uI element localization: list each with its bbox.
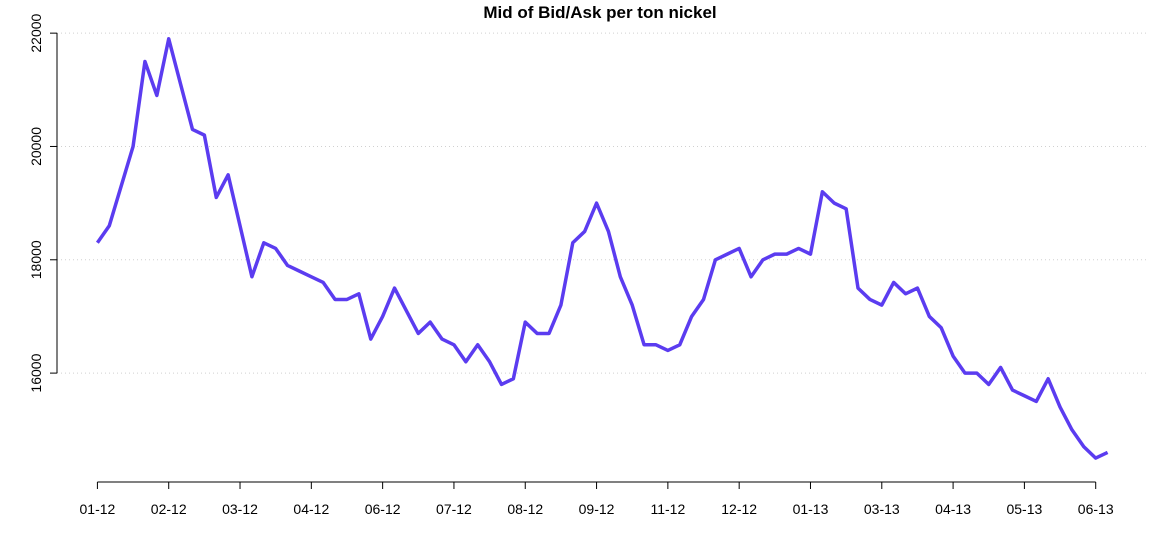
y-tick-label: 20000 xyxy=(28,127,44,166)
chart-title: Mid of Bid/Ask per ton nickel xyxy=(483,3,716,22)
x-tick-label: 01-12 xyxy=(80,501,116,517)
x-tick-label: 07-12 xyxy=(436,501,472,517)
x-tick-label: 06-12 xyxy=(365,501,401,517)
x-tick-label: 02-12 xyxy=(151,501,187,517)
y-tick-label: 16000 xyxy=(28,353,44,392)
x-tick-label: 05-13 xyxy=(1006,501,1042,517)
x-tick-label: 03-12 xyxy=(222,501,258,517)
x-tick-label: 11-12 xyxy=(650,501,685,517)
x-tick-label: 08-12 xyxy=(507,501,543,517)
y-tick-label: 18000 xyxy=(28,240,44,279)
y-tick-label: 22000 xyxy=(28,13,44,52)
x-tick-label: 12-12 xyxy=(721,501,757,517)
x-tick-label: 04-12 xyxy=(293,501,329,517)
x-tick-label: 04-13 xyxy=(935,501,971,517)
x-tick-label: 06-13 xyxy=(1078,501,1114,517)
x-tick-label: 01-13 xyxy=(793,501,829,517)
data-line xyxy=(95,37,1109,460)
x-tick-label: 03-13 xyxy=(864,501,900,517)
x-tick-label: 09-12 xyxy=(579,501,615,517)
